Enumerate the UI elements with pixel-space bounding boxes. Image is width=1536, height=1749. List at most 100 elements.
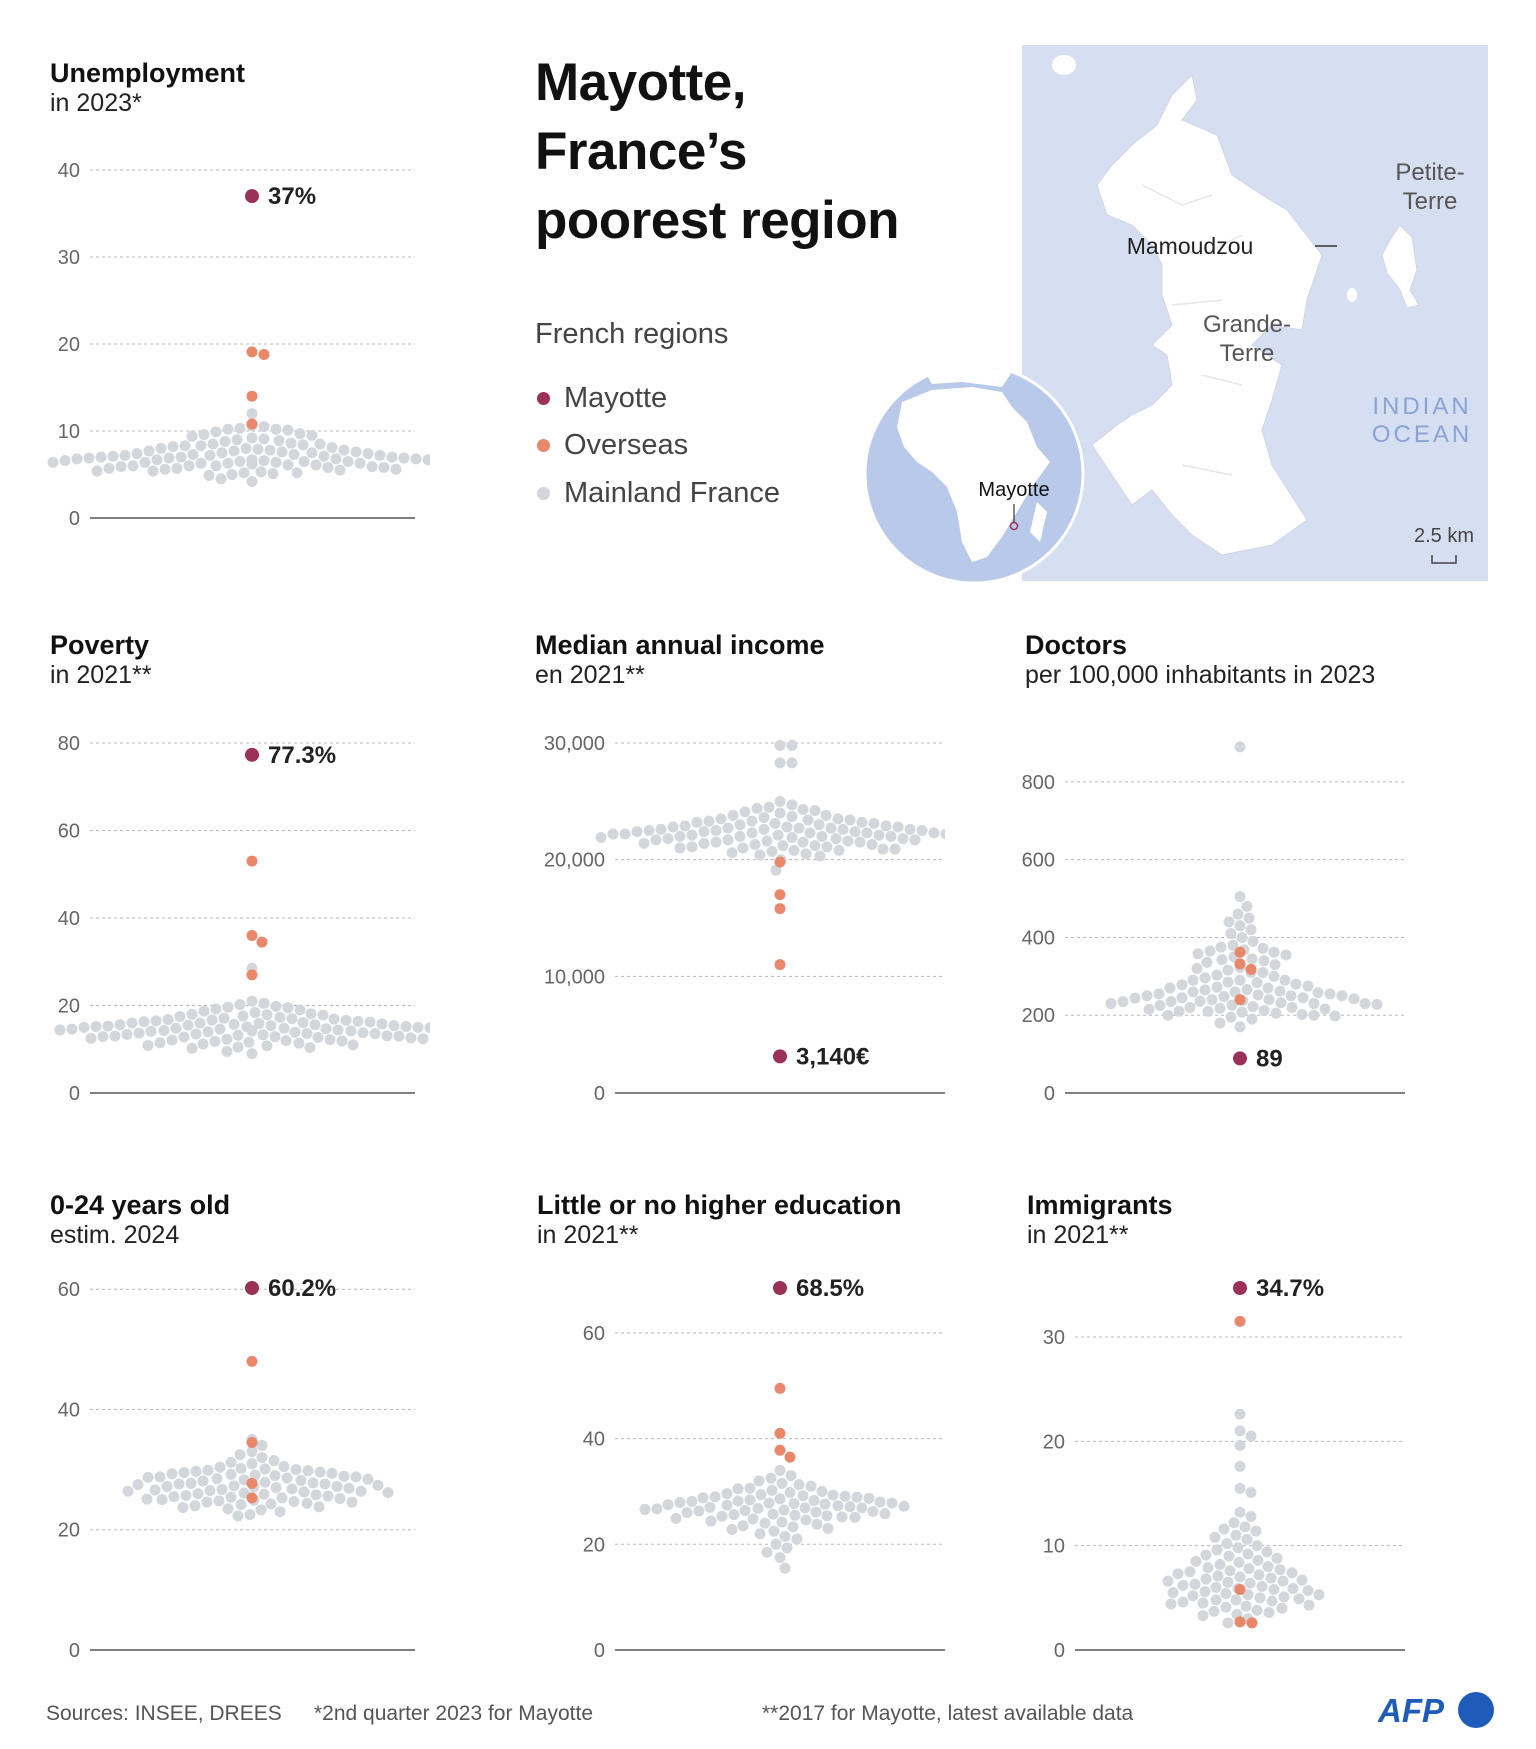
mainland-point (240, 442, 252, 454)
mainland-point (304, 1042, 316, 1053)
mainland-point (154, 1471, 166, 1483)
mainland-point (210, 1003, 222, 1015)
mainland-point (1242, 1589, 1254, 1601)
mainland-point (1234, 920, 1246, 932)
mainland-point (813, 819, 825, 831)
overseas-point (246, 1355, 258, 1367)
mainland-point (1236, 931, 1248, 943)
mainland-point (1187, 1590, 1199, 1602)
mainland-point (264, 444, 276, 456)
mainland-point (173, 1478, 185, 1490)
mainland-point (298, 1486, 310, 1498)
mainland-point (143, 445, 155, 457)
mainland-point (214, 1023, 226, 1035)
page-title: Mayotte, France’s poorest region (535, 48, 955, 255)
mainland-point (232, 1510, 244, 1522)
mainland-point (1210, 1581, 1222, 1593)
mainland-point (261, 1040, 273, 1052)
mainland-point (91, 465, 103, 477)
panel-title-youth: 0-24 years old (50, 1190, 231, 1220)
mainland-point (221, 1045, 233, 1057)
mainland-point (312, 1031, 324, 1043)
mainland-point (246, 1048, 258, 1060)
mainland-point (306, 447, 318, 459)
mainland-point (1197, 1597, 1209, 1609)
mainland-point (940, 828, 945, 840)
mainland-point (122, 1485, 134, 1497)
mainland-point (1285, 990, 1297, 1002)
mainland-point (195, 440, 207, 452)
mainland-point (246, 1025, 258, 1037)
panel-header-doctors: Doctors per 100,000 inhabitants in 2023 (1025, 630, 1375, 690)
mainland-point (258, 421, 270, 433)
mainland-point (1265, 1572, 1277, 1584)
mainland-point (747, 1513, 759, 1525)
mainland-point (737, 1520, 749, 1532)
mainland-point (278, 1461, 290, 1473)
mainland-point (1212, 1570, 1224, 1582)
mainland-point (90, 1021, 102, 1032)
overseas-point (774, 889, 786, 901)
mainland-point (722, 834, 734, 846)
mainland-point (1187, 986, 1199, 998)
mainland-point (281, 1472, 293, 1484)
y-tick-label: 30,000 (544, 733, 605, 755)
mainland-point (1162, 1009, 1174, 1021)
mainland-point (1222, 976, 1234, 988)
mainland-point (1371, 998, 1383, 1010)
mainland-point (149, 1484, 161, 1496)
y-tick-label: 400 (1022, 927, 1055, 949)
mainland-point (159, 463, 171, 475)
mainland-point (174, 1010, 186, 1022)
mainland-point (218, 1012, 230, 1024)
y-tick-label: 200 (1022, 1005, 1055, 1027)
mainland-point (754, 849, 766, 861)
mainland-point (269, 1470, 281, 1482)
mainland-point (95, 451, 107, 463)
mainland-point (66, 1023, 78, 1035)
mainland-point (1324, 988, 1336, 1000)
mainland-point (161, 1480, 173, 1492)
mainland-point (1308, 1009, 1320, 1021)
mainland-point (1293, 1593, 1305, 1605)
legend-label-mayotte: Mayotte (564, 382, 668, 414)
mainland-point (1223, 916, 1235, 928)
mainland-point (809, 840, 821, 852)
grande-terre-island (1091, 73, 1323, 556)
mayotte-map: Mamoudzou Grande- Terre Petite- Terre IN… (1022, 45, 1488, 581)
y-tick-label: 40 (58, 908, 80, 930)
map-label-ocean-1: INDIAN (1372, 393, 1471, 420)
mainland-point (1211, 981, 1223, 993)
y-tick-label: 60 (58, 1279, 80, 1301)
mainland-point (856, 1502, 868, 1514)
mainland-point (854, 836, 866, 848)
mainland-point (726, 847, 738, 859)
mainland-point (1105, 998, 1117, 1010)
mainland-point (631, 826, 643, 838)
mainland-point (354, 457, 366, 469)
mainland-point (752, 1502, 764, 1514)
mainland-point (686, 1496, 698, 1508)
mainland-point (781, 821, 793, 833)
mainland-point (202, 1026, 214, 1038)
mainland-point (155, 442, 167, 454)
mainland-point (810, 1506, 822, 1518)
mainland-point (1222, 1617, 1234, 1629)
mainland-point (1296, 1008, 1308, 1020)
mainland-point (1303, 1599, 1315, 1611)
mainland-point (235, 1498, 247, 1510)
mainland-point (288, 448, 300, 460)
mainland-point (314, 438, 326, 450)
panel-subtitle-poverty: in 2021** (50, 661, 152, 689)
mainland-point (417, 1033, 429, 1045)
mainland-point (1250, 1525, 1262, 1537)
mainland-point (326, 442, 338, 454)
mainland-point (171, 462, 183, 474)
mainland-point (294, 1004, 306, 1016)
islet-east (1347, 288, 1357, 302)
mainland-point (252, 443, 264, 455)
mainland-point (334, 464, 346, 476)
mainland-point (340, 1014, 352, 1026)
mainland-point (1236, 1006, 1248, 1018)
mainland-point (243, 1036, 255, 1048)
